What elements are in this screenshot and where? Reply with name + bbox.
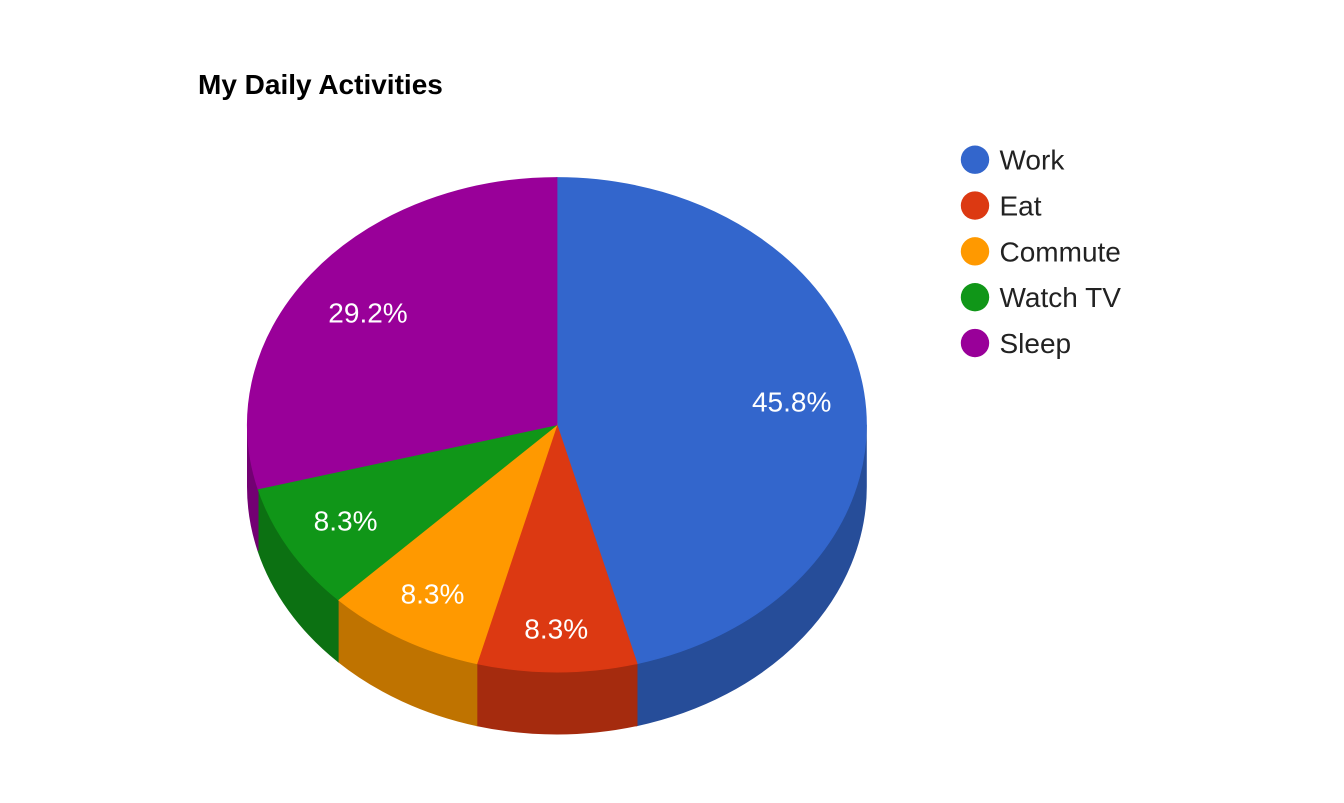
- svg-text:8.3%: 8.3%: [524, 613, 588, 644]
- svg-text:8.3%: 8.3%: [314, 505, 378, 536]
- svg-text:My Daily Activities: My Daily Activities: [198, 69, 443, 100]
- svg-text:Sleep: Sleep: [1000, 328, 1072, 359]
- svg-text:Eat: Eat: [1000, 190, 1042, 221]
- svg-text:Watch TV: Watch TV: [1000, 282, 1122, 313]
- svg-text:Commute: Commute: [1000, 236, 1121, 267]
- svg-text:29.2%: 29.2%: [328, 298, 407, 329]
- svg-text:8.3%: 8.3%: [401, 579, 465, 610]
- svg-text:Work: Work: [1000, 145, 1066, 176]
- svg-text:45.8%: 45.8%: [752, 386, 831, 417]
